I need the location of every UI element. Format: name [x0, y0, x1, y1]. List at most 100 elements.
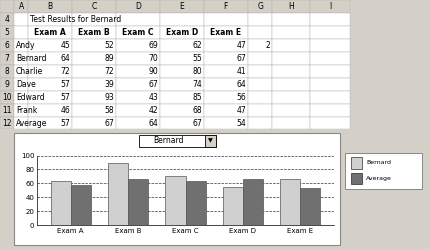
- Text: 68: 68: [192, 106, 202, 115]
- Bar: [0, 91, 14, 104]
- Text: ▼: ▼: [208, 138, 212, 143]
- Bar: [28, 0, 72, 13]
- Bar: [247, 65, 272, 78]
- Bar: [310, 78, 349, 91]
- Bar: [165, 177, 185, 225]
- Bar: [272, 117, 310, 129]
- Text: Bernard: Bernard: [366, 160, 390, 165]
- Bar: [72, 78, 116, 91]
- Text: 90: 90: [148, 67, 158, 76]
- Bar: [14, 78, 28, 91]
- Bar: [116, 104, 160, 117]
- Bar: [272, 26, 310, 39]
- Text: Average: Average: [366, 176, 391, 181]
- Bar: [28, 39, 72, 52]
- Bar: [247, 117, 272, 129]
- Bar: [72, 91, 116, 104]
- Bar: [222, 187, 243, 225]
- Bar: [350, 157, 361, 169]
- Bar: [310, 26, 349, 39]
- Text: 62: 62: [192, 41, 202, 50]
- Text: 39: 39: [104, 80, 114, 89]
- Bar: [72, 0, 116, 13]
- Bar: [203, 65, 247, 78]
- Bar: [203, 78, 247, 91]
- Bar: [272, 91, 310, 104]
- Bar: [116, 117, 160, 129]
- Bar: [350, 173, 361, 185]
- Bar: [0, 0, 14, 13]
- Bar: [247, 0, 272, 13]
- Bar: [247, 104, 272, 117]
- Bar: [0, 104, 14, 117]
- Bar: [72, 117, 116, 129]
- Text: 5: 5: [5, 28, 9, 37]
- Text: 12: 12: [2, 119, 12, 127]
- Bar: [0, 52, 14, 65]
- Bar: [0, 39, 14, 52]
- Text: Exam A: Exam A: [34, 28, 66, 37]
- Bar: [0, 13, 14, 26]
- Text: 47: 47: [236, 41, 246, 50]
- Text: 80: 80: [192, 67, 202, 76]
- Bar: [247, 39, 272, 52]
- Text: 57: 57: [60, 80, 70, 89]
- Text: 72: 72: [104, 67, 114, 76]
- Text: Test Results for Bernard: Test Results for Bernard: [30, 15, 121, 24]
- Bar: [0, 78, 14, 91]
- Bar: [310, 65, 349, 78]
- Bar: [205, 135, 216, 147]
- Bar: [116, 0, 160, 13]
- Bar: [71, 186, 91, 225]
- Text: 57: 57: [60, 93, 70, 102]
- Text: 7: 7: [5, 54, 9, 63]
- Text: 64: 64: [60, 54, 70, 63]
- Bar: [203, 91, 247, 104]
- Text: Frank: Frank: [16, 106, 37, 115]
- Bar: [28, 65, 72, 78]
- Bar: [28, 78, 72, 91]
- Text: Charlie: Charlie: [16, 67, 43, 76]
- Bar: [0, 65, 14, 78]
- Bar: [160, 91, 203, 104]
- Bar: [160, 26, 203, 39]
- Bar: [138, 135, 216, 147]
- Bar: [160, 0, 203, 13]
- Text: 43: 43: [148, 93, 158, 102]
- Bar: [116, 13, 160, 26]
- Bar: [0, 26, 14, 39]
- Bar: [160, 39, 203, 52]
- Bar: [14, 91, 28, 104]
- Bar: [116, 52, 160, 65]
- Text: Bernard: Bernard: [16, 54, 46, 63]
- Text: 67: 67: [148, 80, 158, 89]
- Bar: [14, 133, 340, 246]
- Bar: [72, 52, 116, 65]
- Bar: [0, 117, 14, 129]
- Text: 64: 64: [148, 119, 158, 127]
- Bar: [247, 26, 272, 39]
- Bar: [160, 52, 203, 65]
- Text: 4: 4: [5, 15, 9, 24]
- Text: Average: Average: [16, 119, 47, 127]
- Text: I: I: [328, 2, 331, 11]
- Text: Edward: Edward: [16, 93, 44, 102]
- Bar: [272, 39, 310, 52]
- Bar: [160, 13, 203, 26]
- Bar: [116, 91, 160, 104]
- Text: 52: 52: [104, 41, 114, 50]
- Text: 70: 70: [148, 54, 158, 63]
- Text: Bernard: Bernard: [153, 136, 184, 145]
- Text: D: D: [135, 2, 141, 11]
- Bar: [310, 13, 349, 26]
- Text: F: F: [223, 2, 227, 11]
- Bar: [28, 26, 72, 39]
- Text: Andy: Andy: [16, 41, 35, 50]
- Bar: [116, 78, 160, 91]
- Bar: [272, 0, 310, 13]
- Text: 42: 42: [148, 106, 158, 115]
- Text: G: G: [257, 2, 262, 11]
- Bar: [280, 179, 300, 225]
- Text: 67: 67: [236, 54, 246, 63]
- Text: 58: 58: [104, 106, 114, 115]
